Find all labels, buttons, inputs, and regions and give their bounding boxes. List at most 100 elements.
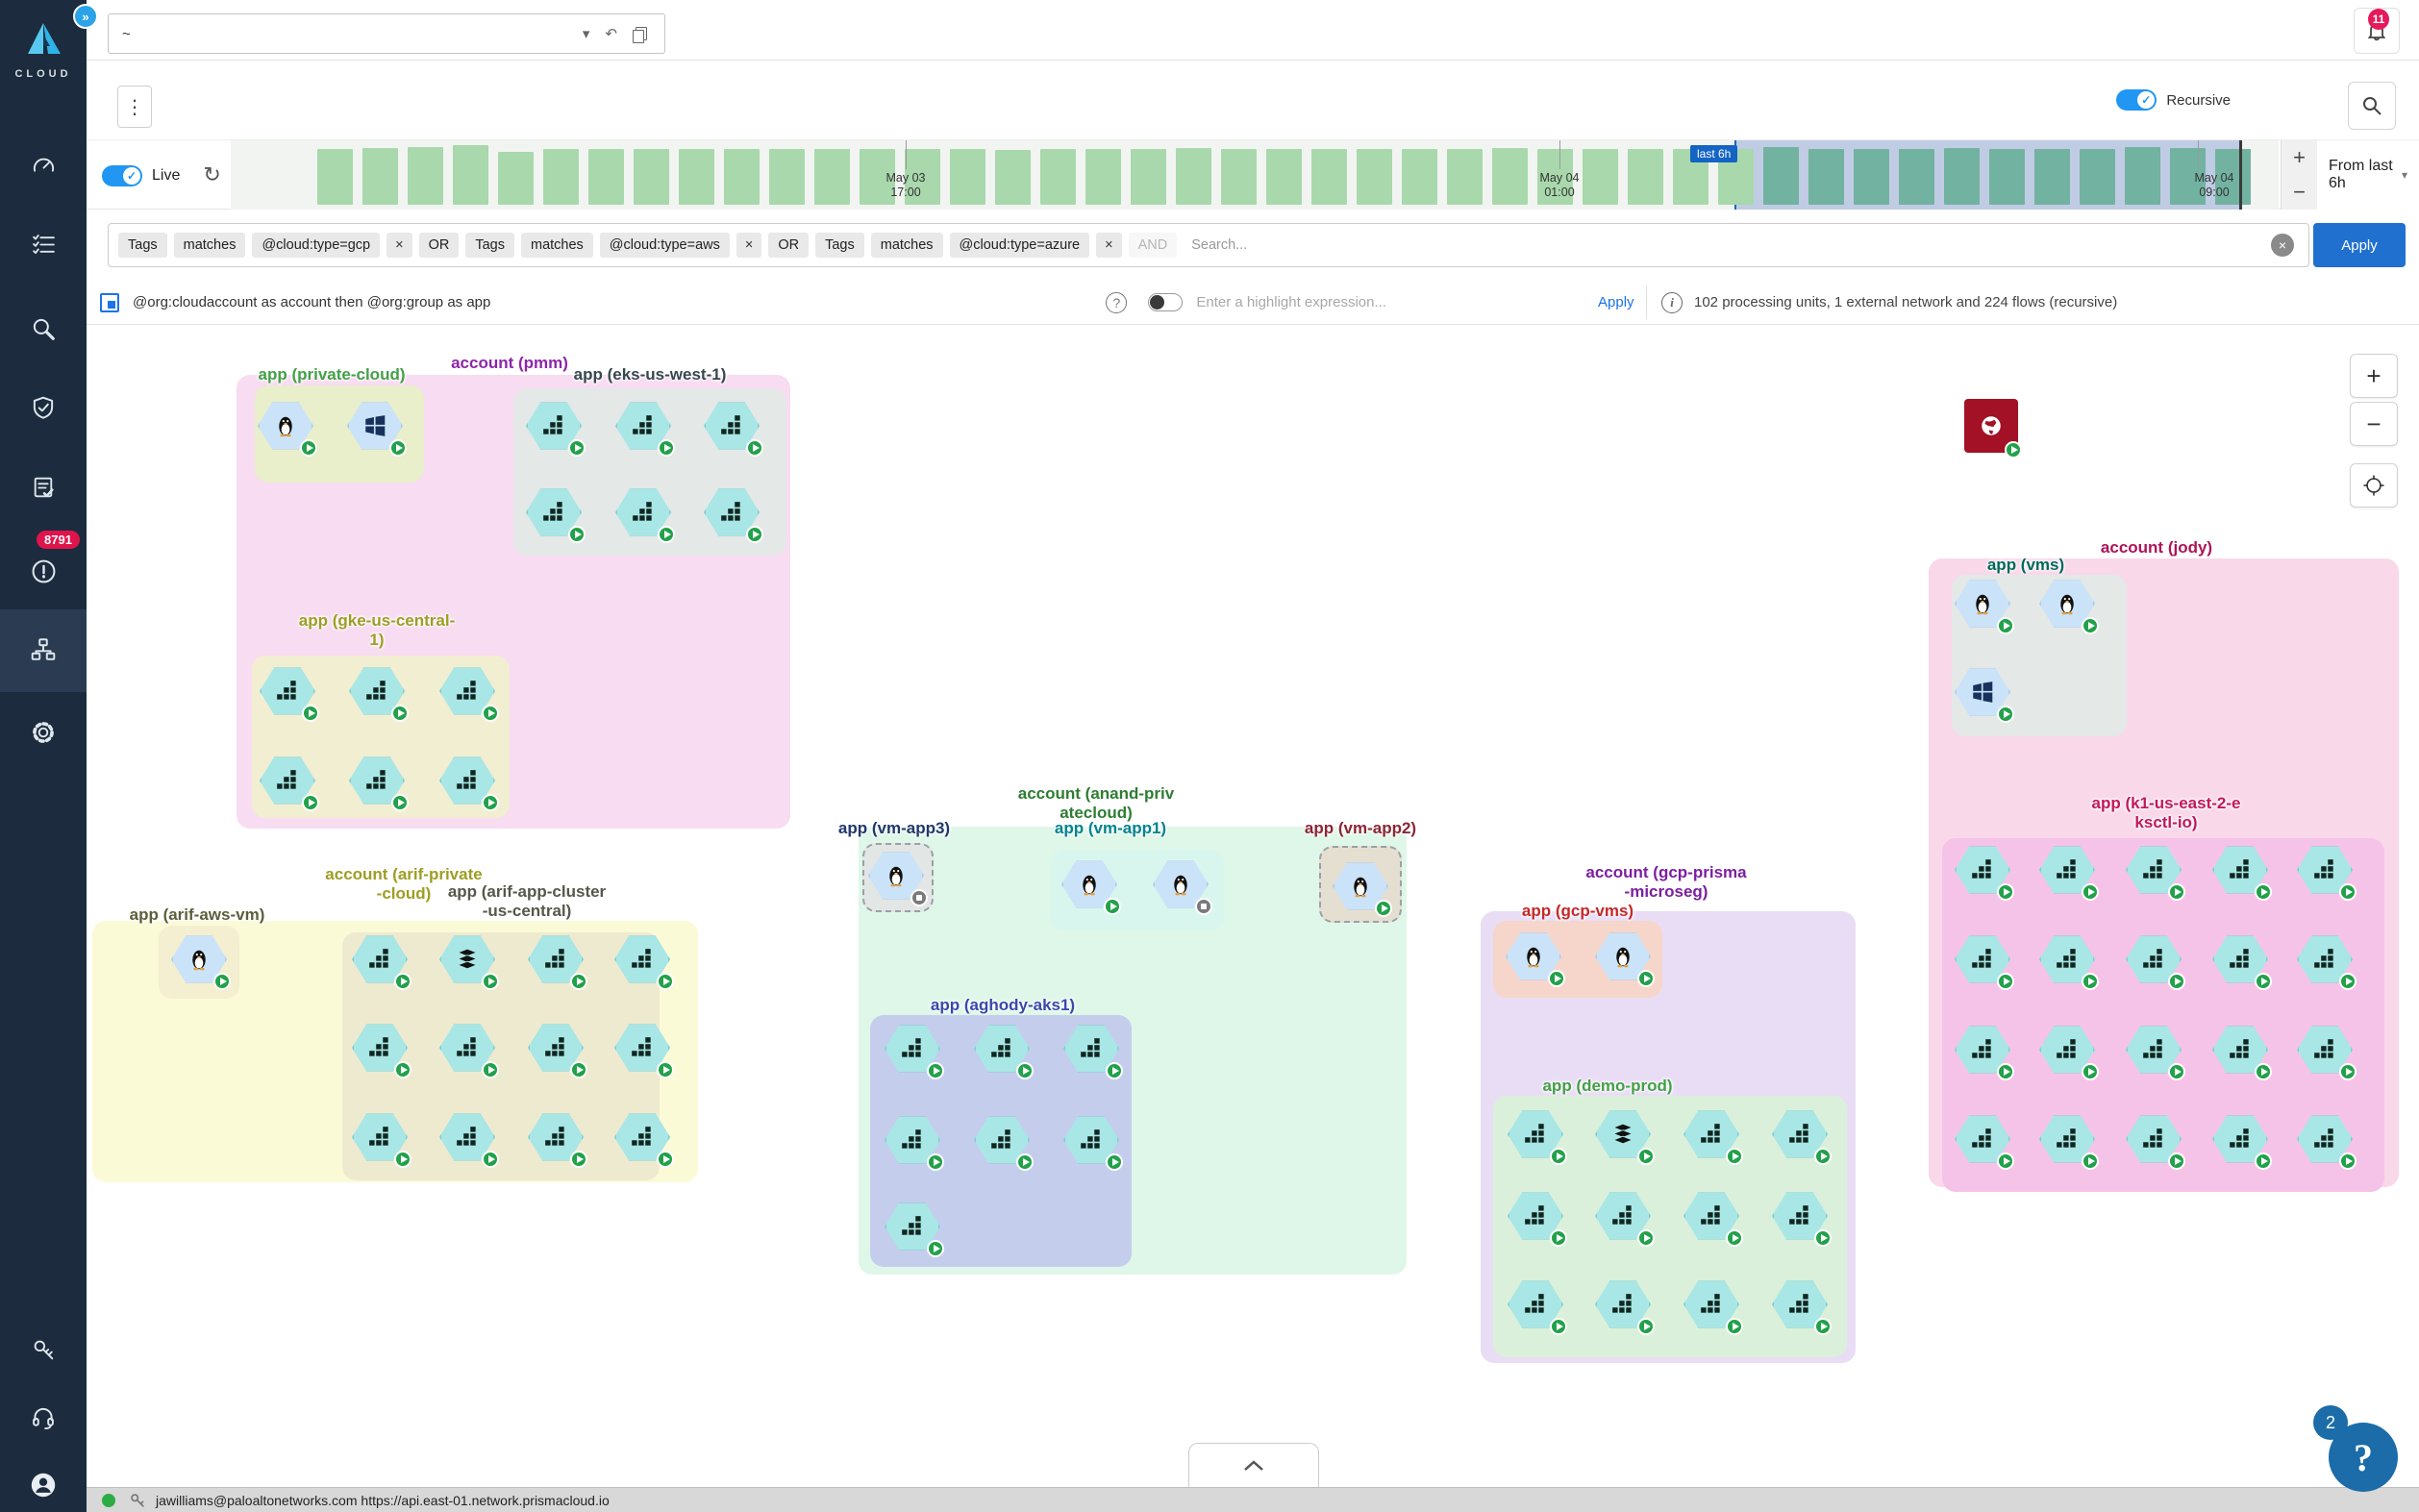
graph-node-linux[interactable] [1595, 931, 1655, 987]
filter-pill-value[interactable]: @cloud:type=gcp [252, 233, 381, 258]
graph-node-pod[interactable] [615, 401, 675, 457]
graph-node-pod[interactable] [2039, 845, 2099, 901]
timeline-bar[interactable] [769, 149, 805, 205]
graph-node-pod[interactable] [2039, 1114, 2099, 1170]
graph-node-stack[interactable] [1595, 1109, 1655, 1165]
graph-node-pod[interactable] [2212, 1114, 2272, 1170]
timeline-bar[interactable] [1808, 149, 1844, 205]
prisma-cloud-logo[interactable]: CLOUD [0, 21, 87, 80]
graph-node-pod[interactable] [1955, 934, 2014, 990]
timeline-bar[interactable] [408, 147, 443, 205]
group-label[interactable]: app (vms) [1986, 556, 2065, 574]
timeline-bar[interactable] [1944, 148, 1980, 205]
filter-pill-operator[interactable]: matches [173, 233, 246, 258]
recenter-button[interactable] [2350, 463, 2398, 508]
filter-input[interactable]: Tags matches @cloud:type=gcp × OR Tags matches… [108, 223, 2309, 267]
graph-node-pod[interactable] [614, 1023, 674, 1078]
graph-node-pod[interactable] [528, 1023, 587, 1078]
graph-node-linux[interactable] [1061, 859, 1121, 915]
sidebar-item-support[interactable] [0, 1388, 87, 1448]
graph-node-pod[interactable] [615, 487, 675, 543]
group-label[interactable]: app (arif-aws-vm) [129, 905, 265, 924]
filter-joiner[interactable]: OR [768, 233, 810, 258]
graph-node-pod[interactable] [2126, 934, 2185, 990]
refresh-icon[interactable]: ↻ [203, 163, 221, 187]
graph-node-linux[interactable] [1333, 861, 1392, 917]
timeline-bar[interactable] [679, 149, 714, 205]
group-label[interactable]: account (pmm) [451, 354, 568, 372]
timeline-bar[interactable] [317, 149, 353, 205]
graph-node-pod[interactable] [885, 1115, 944, 1171]
timeline-bar[interactable] [950, 149, 985, 205]
timeline-histogram[interactable]: last 6h May 03 17:00 May 04 01:00 May 04… [231, 140, 2279, 210]
sidebar-item-reports[interactable] [0, 458, 87, 517]
graph-node-pod[interactable] [1063, 1115, 1123, 1171]
graph-node-pod[interactable] [349, 666, 409, 722]
graph-node-pod[interactable] [2297, 845, 2357, 901]
graph-node-pod[interactable] [704, 487, 763, 543]
saved-view-dropdown[interactable]: ~ ▾ ↶ [108, 13, 665, 54]
filter-pill-field[interactable]: Tags [118, 233, 167, 258]
timeline-bar[interactable] [1763, 147, 1799, 205]
graph-node-pod[interactable] [439, 1112, 499, 1168]
sidebar-item-access-keys[interactable] [0, 1320, 87, 1379]
graph-node-pod[interactable] [2126, 1025, 2185, 1080]
timeline-selection-end-handle[interactable] [2239, 140, 2242, 210]
graph-node-linux[interactable] [2039, 579, 2099, 634]
topology-canvas[interactable]: account (pmm) app (private-cloud) app (eks… [87, 325, 2419, 1486]
timeline-bar[interactable] [2215, 149, 2251, 205]
graph-search-button[interactable] [2348, 82, 2396, 130]
timeline-bar[interactable] [1447, 149, 1483, 205]
graph-node-linux[interactable] [258, 401, 317, 457]
timeline-bar[interactable] [1628, 149, 1663, 205]
graph-node-pod[interactable] [2126, 845, 2185, 901]
graph-node-pod[interactable] [1772, 1191, 1832, 1247]
graph-node-pod[interactable] [1508, 1191, 1567, 1247]
graph-node-pod[interactable] [2297, 1025, 2357, 1080]
timeline-bar[interactable] [634, 149, 669, 205]
timeline-bar[interactable] [498, 152, 534, 205]
graph-node-pod[interactable] [526, 487, 586, 543]
sidebar-item-investigate[interactable] [0, 299, 87, 359]
graph-node-pod[interactable] [2126, 1114, 2185, 1170]
group-label[interactable]: app (demo-prod) [1542, 1077, 1673, 1095]
group-label[interactable]: app (vm-app1) [1054, 819, 1167, 837]
graph-node-pod[interactable] [2039, 1025, 2099, 1080]
graph-node-pod[interactable] [1063, 1024, 1123, 1079]
help-notification-badge[interactable]: 2 [2313, 1405, 2348, 1440]
graph-node-stack[interactable] [439, 934, 499, 990]
highlight-toggle[interactable] [1148, 293, 1184, 311]
sidebar-item-alerts[interactable] [0, 541, 87, 601]
zoom-in-button[interactable]: + [2350, 354, 2398, 398]
graph-node-pod[interactable] [2212, 934, 2272, 990]
sidebar-item-inventory[interactable] [0, 214, 87, 274]
graph-node-pod[interactable] [2039, 934, 2099, 990]
timeline-bar[interactable] [1176, 148, 1211, 205]
timeline-bar[interactable] [814, 149, 850, 205]
filter-joiner[interactable]: OR [418, 233, 460, 258]
graph-node-pod[interactable] [439, 756, 499, 811]
recursive-toggle[interactable]: ✓ [2116, 89, 2157, 111]
timeline-bar[interactable] [724, 149, 760, 205]
graph-node-pod[interactable] [2212, 845, 2272, 901]
graph-node-pod[interactable] [439, 1023, 499, 1078]
graph-node-linux[interactable] [1955, 579, 2014, 634]
filter-apply-button[interactable]: Apply [2313, 223, 2406, 267]
timeline-bar[interactable] [860, 149, 895, 205]
timeline-bar[interactable] [1266, 149, 1302, 205]
group-label[interactable]: app (arif-app-cluster -us-central) [447, 882, 607, 920]
sidebar-item-profile[interactable] [0, 1455, 87, 1512]
group-label[interactable]: account (gcp-prisma -microseg) [1585, 863, 1747, 901]
timeline-bar[interactable] [1537, 149, 1573, 205]
undo-icon[interactable]: ↶ [605, 25, 617, 42]
sidebar-item-dashboard[interactable] [0, 136, 87, 195]
graph-node-pod[interactable] [1595, 1279, 1655, 1335]
timeline-bar[interactable] [588, 149, 624, 205]
group-label[interactable]: account (jody) [2100, 538, 2213, 557]
graph-node-linux[interactable] [1153, 859, 1212, 915]
graph-node-pod[interactable] [614, 1112, 674, 1168]
highlight-expression-placeholder[interactable]: Enter a highlight expression... [1196, 294, 1386, 310]
timeline-bar[interactable] [1899, 149, 1934, 205]
group-label[interactable]: app (vm-app2) [1304, 819, 1417, 837]
graph-node-pod[interactable] [439, 666, 499, 722]
